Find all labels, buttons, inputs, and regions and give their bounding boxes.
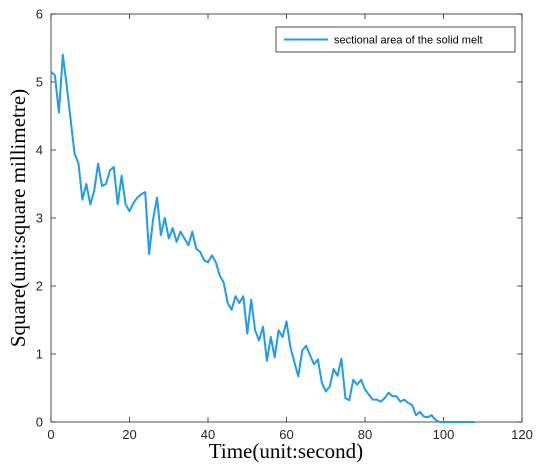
x-tick-label: 80	[358, 427, 372, 442]
y-axis-title: Square(unit:square millimetre)	[6, 89, 30, 347]
plot-area	[50, 13, 523, 423]
x-tick-label: 100	[433, 427, 455, 442]
x-tick-label: 20	[122, 427, 136, 442]
series-line	[50, 53, 475, 423]
x-tick-label: 60	[279, 427, 293, 442]
y-tick-label: 2	[36, 279, 43, 294]
y-tick-label: 5	[36, 75, 43, 90]
x-tick-label: 0	[47, 427, 54, 442]
legend: sectional area of the solid melt	[275, 26, 516, 53]
x-tick-label: 120	[511, 427, 533, 442]
series-layer	[50, 53, 475, 423]
y-tick-label: 0	[36, 415, 43, 430]
x-tick-label: 40	[201, 427, 215, 442]
y-tick-label: 3	[36, 211, 43, 226]
y-tick-label: 4	[36, 143, 43, 158]
x-axis-title: Time(unit:second)	[209, 439, 363, 463]
y-tick-label: 6	[36, 7, 43, 22]
y-axis-ticks: 0 1 2 3 4 5 6	[36, 7, 522, 430]
x-axis-ticks: 0 20 40 60 80 100 120	[47, 14, 533, 442]
y-tick-label: 1	[36, 347, 43, 362]
legend-label: sectional area of the solid melt	[334, 35, 483, 47]
